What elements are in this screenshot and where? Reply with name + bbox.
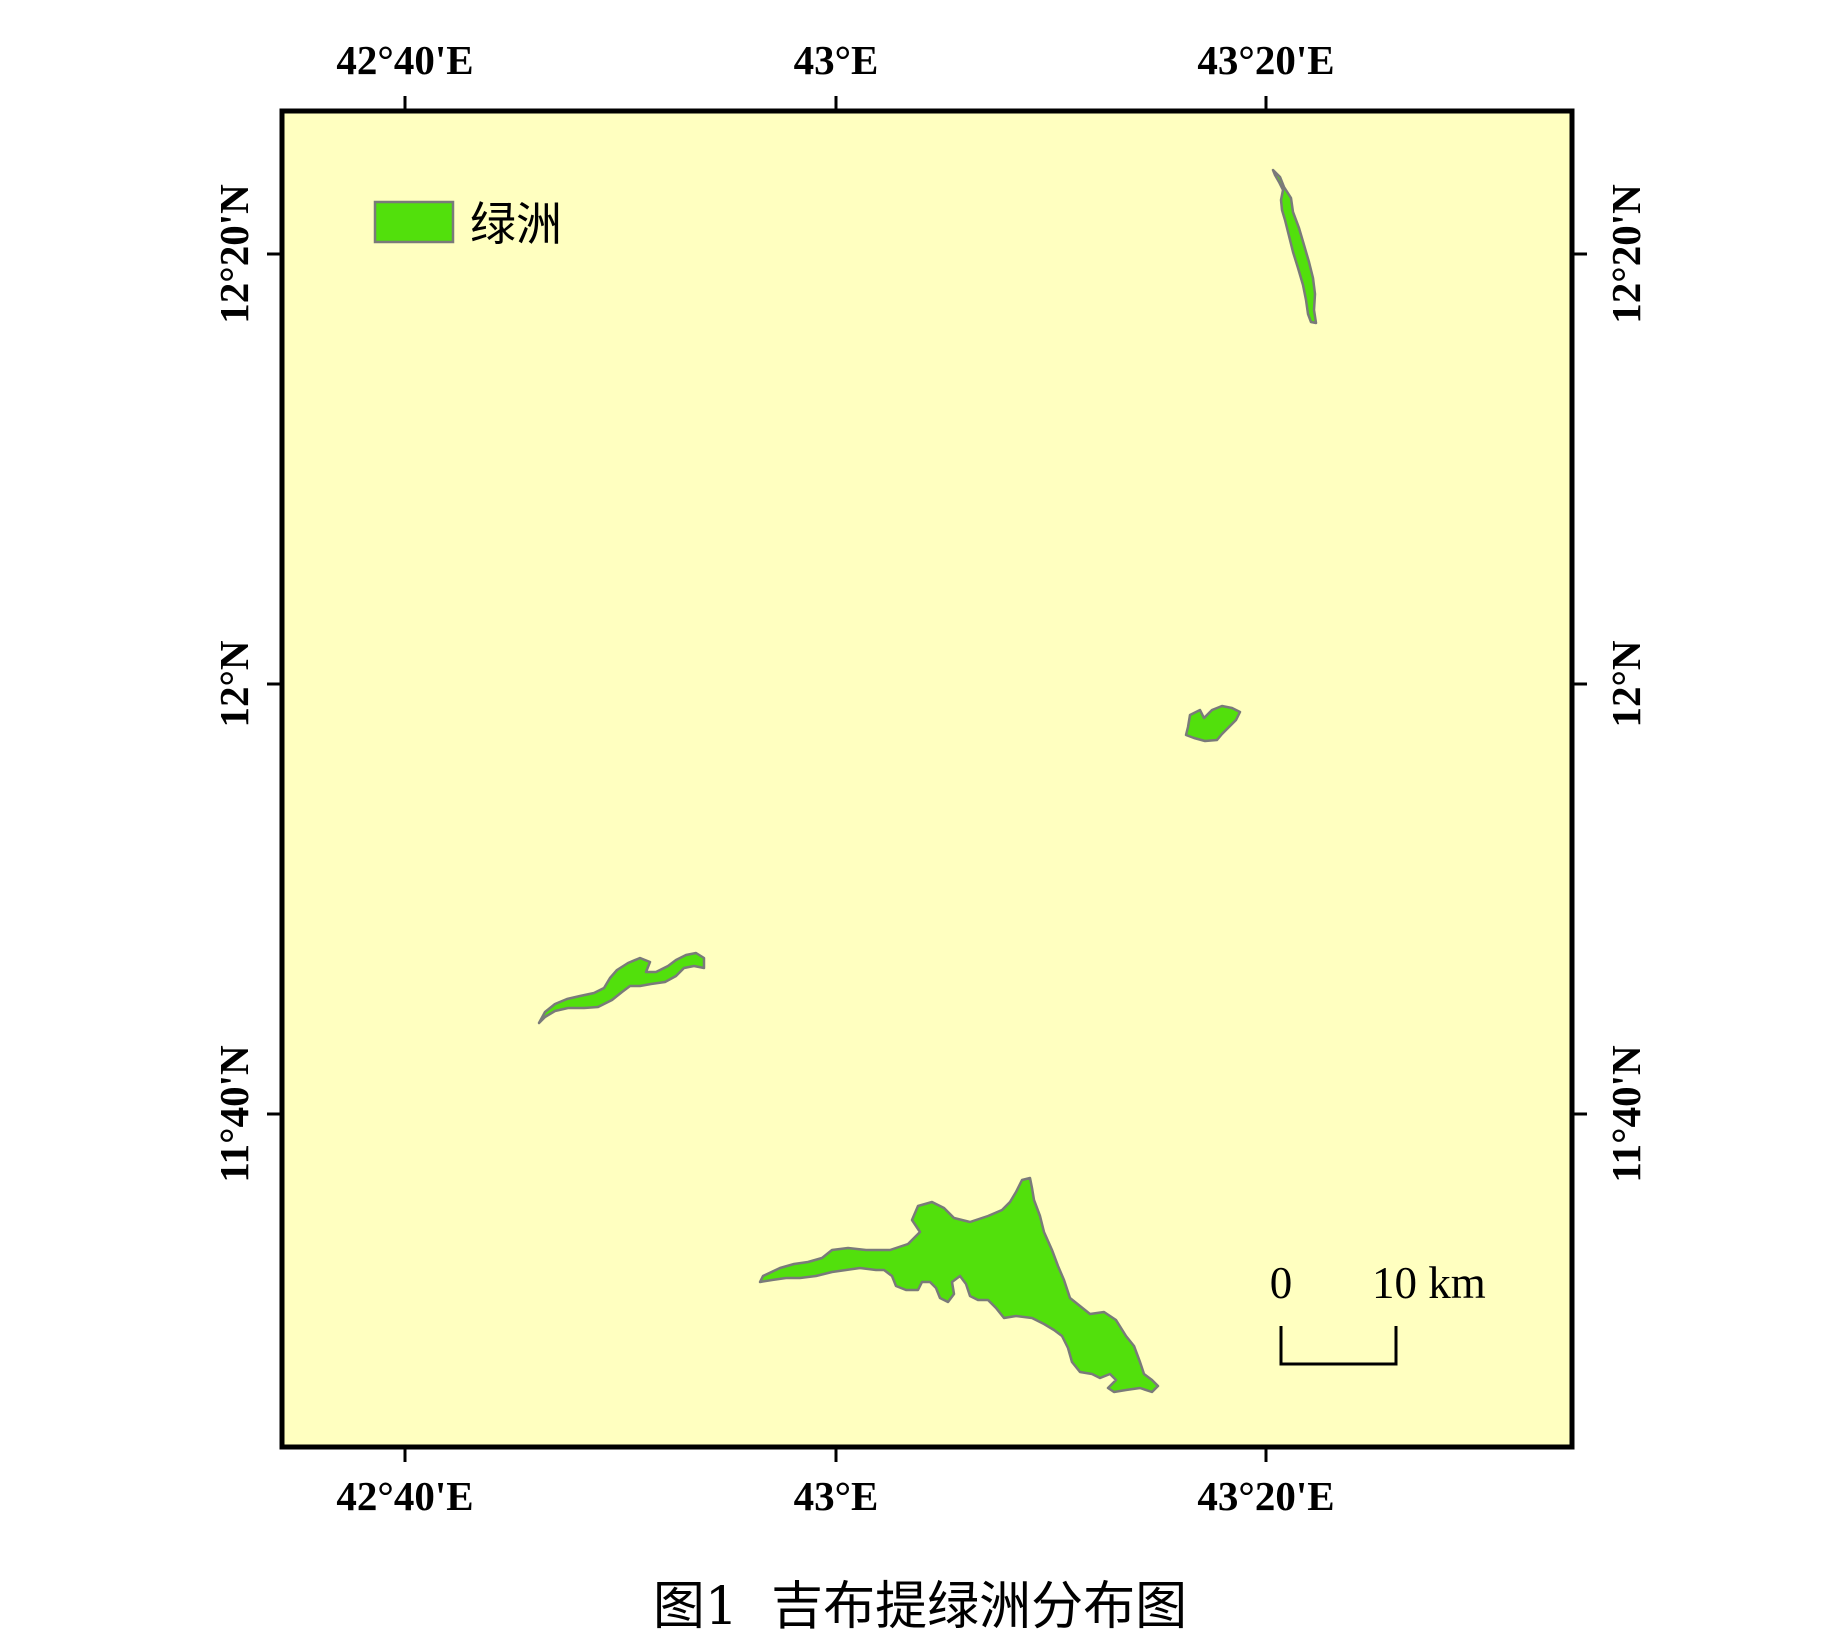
oasis-features — [537, 168, 1318, 1394]
lon-label-bottom-3: 43°20'E — [1197, 1473, 1334, 1519]
oasis-west — [537, 951, 706, 1025]
oasis-middle — [1184, 704, 1242, 743]
lon-label-top-2: 43°E — [794, 37, 879, 83]
legend-swatch — [373, 200, 455, 244]
oasis-north — [1271, 168, 1318, 325]
lat-label-right-3: 11°40'N — [1603, 1045, 1649, 1183]
lat-label-left-3: 11°40'N — [211, 1045, 257, 1183]
lat-label-left-1: 12°20'N — [211, 184, 257, 324]
lon-label-top-1: 42°40'E — [336, 37, 473, 83]
scale-start-label: 0 — [1270, 1258, 1293, 1308]
right-ticks — [1572, 252, 1587, 1116]
lat-label-left-2: 12°N — [211, 640, 257, 727]
scale-bar: 0 10 km — [1270, 1258, 1486, 1366]
figure-caption: 图1 吉布提绿洲分布图 — [653, 1577, 1187, 1637]
map-frame — [279, 108, 1575, 1450]
lat-label-right-1: 12°20'N — [1603, 184, 1649, 324]
left-ticks — [267, 252, 282, 1116]
lon-label-bottom-2: 43°E — [794, 1473, 879, 1519]
scale-end-label: 10 km — [1372, 1258, 1486, 1308]
oasis-south — [758, 1176, 1160, 1394]
lat-label-right-2: 12°N — [1603, 640, 1649, 727]
top-ticks — [403, 96, 1268, 111]
legend-label: 绿洲 — [470, 197, 562, 251]
scale-bar-line — [1279, 1326, 1398, 1366]
lon-label-top-3: 43°20'E — [1197, 37, 1334, 83]
lon-label-bottom-1: 42°40'E — [336, 1473, 473, 1519]
bottom-ticks — [403, 1447, 1268, 1462]
legend: 绿洲 — [373, 197, 562, 251]
